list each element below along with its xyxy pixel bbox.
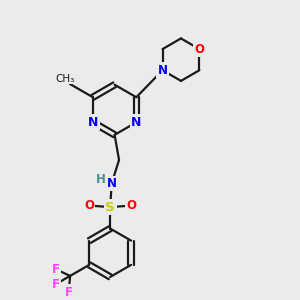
Text: N: N <box>131 116 142 129</box>
Text: F: F <box>52 278 60 290</box>
Text: H: H <box>95 173 105 186</box>
Text: CH₃: CH₃ <box>55 74 74 84</box>
Text: O: O <box>194 43 204 56</box>
Text: F: F <box>65 286 73 298</box>
Text: N: N <box>158 64 168 77</box>
Text: S: S <box>105 201 115 214</box>
Text: O: O <box>84 199 94 212</box>
Text: O: O <box>126 199 136 212</box>
Text: N: N <box>107 177 117 190</box>
Text: F: F <box>51 262 59 276</box>
Text: N: N <box>88 116 98 129</box>
